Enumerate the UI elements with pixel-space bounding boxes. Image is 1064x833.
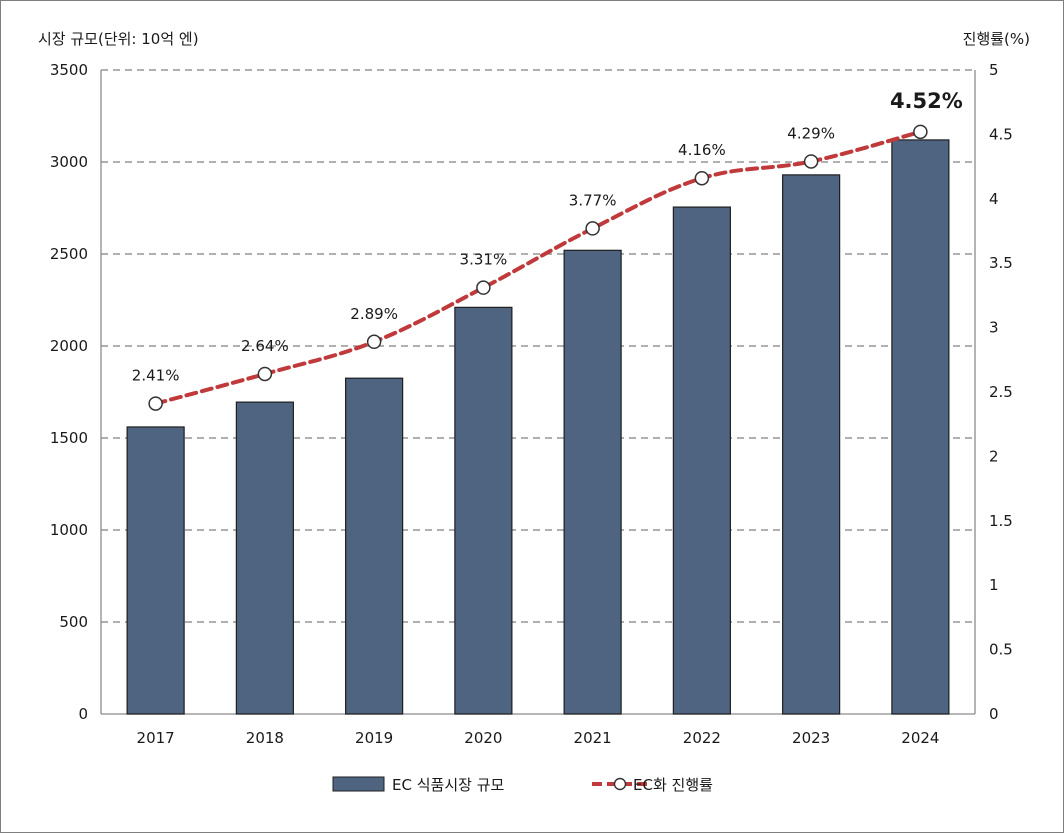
y-right-axis-title: 진행률(%) [963, 30, 1030, 48]
y-right-tick-label: 2.5 [989, 383, 1013, 401]
line-data-label: 4.16% [678, 141, 726, 159]
bar-series [126, 139, 950, 715]
tick-labels: 0 500 1000 1500 2000 2500 3000 3500 0 0.5 1 1.5 2 2.5… [50, 61, 1013, 747]
y-right-tick-label: 2 [989, 447, 999, 465]
bar [126, 426, 185, 715]
y-left-axis-title: 시장 규모(단위: 10억 엔) [38, 30, 199, 48]
y-left-tick-label: 3500 [50, 61, 88, 79]
y-right-tick-label: 0.5 [989, 641, 1013, 659]
line-data-label: 3.77% [569, 191, 617, 209]
line-marker [476, 280, 491, 295]
y-right-tick-label: 0 [989, 705, 999, 723]
line-marker [257, 366, 273, 382]
line-marker [803, 154, 819, 169]
bar [563, 249, 622, 715]
line-marker [366, 334, 382, 350]
line-data-label: 2.64% [241, 337, 289, 355]
legend: EC 식품시장 규모 EC화 진행률 [332, 776, 713, 794]
bar [891, 139, 950, 715]
y-right-tick-label: 3 [989, 319, 999, 337]
legend-swatch-bar [332, 776, 385, 792]
y-right-tick-label: 1.5 [989, 512, 1013, 530]
x-tick-label: 2023 [792, 729, 830, 747]
bar [672, 206, 731, 715]
line-marker [148, 396, 163, 411]
legend-swatch-marker [613, 777, 627, 791]
line-series [148, 124, 928, 411]
y-right-tick-label: 5 [989, 61, 999, 79]
y-right-tick-label: 4 [989, 190, 999, 208]
x-tick-label: 2019 [355, 729, 393, 747]
bar [782, 174, 841, 715]
line-marker [585, 221, 600, 236]
x-tick-label: 2018 [246, 729, 284, 747]
legend-label-line: EC화 진행률 [633, 776, 713, 794]
legend-label-bar: EC 식품시장 규모 [392, 776, 504, 794]
data-labels: 2.41% 2.64% 2.89% 3.31% 3.77% 4.16% 4.29% 4.52% [132, 89, 963, 385]
line-data-label: 4.52% [890, 89, 963, 113]
line-data-label: 3.31% [460, 251, 508, 269]
bar [345, 377, 404, 715]
y-left-tick-label: 3000 [50, 153, 88, 171]
axes [100, 70, 976, 715]
bar [454, 306, 513, 715]
bar [235, 401, 294, 715]
y-left-tick-label: 0 [78, 705, 88, 723]
y-left-tick-label: 2500 [50, 245, 88, 263]
y-right-tick-label: 1 [989, 576, 999, 594]
line-data-label: 2.41% [132, 367, 180, 385]
y-right-tick-label: 4.5 [989, 125, 1013, 143]
y-left-tick-label: 500 [59, 613, 88, 631]
y-left-tick-label: 2000 [50, 337, 88, 355]
line-marker [913, 124, 928, 140]
y-left-tick-label: 1000 [50, 521, 88, 539]
progress-line [153, 129, 923, 406]
x-tick-label: 2017 [137, 729, 175, 747]
x-tick-label: 2020 [464, 729, 502, 747]
line-marker [694, 170, 710, 186]
line-data-label: 2.89% [350, 305, 398, 323]
y-left-tick-label: 1500 [50, 429, 88, 447]
x-tick-label: 2022 [683, 729, 721, 747]
x-tick-label: 2024 [901, 729, 939, 747]
line-data-label: 4.29% [787, 124, 835, 142]
x-tick-label: 2021 [574, 729, 612, 747]
y-right-tick-label: 3.5 [989, 254, 1013, 272]
